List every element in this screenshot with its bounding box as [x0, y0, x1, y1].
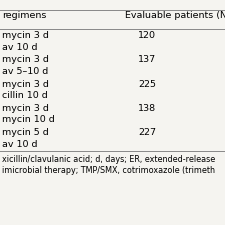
Text: mycin 5 d
av 10 d: mycin 5 d av 10 d: [2, 128, 49, 149]
Text: regimens: regimens: [2, 11, 47, 20]
Text: mycin 3 d
av 5–10 d: mycin 3 d av 5–10 d: [2, 55, 49, 76]
Text: 225: 225: [138, 80, 156, 89]
Text: 137: 137: [138, 55, 157, 64]
Text: mycin 3 d
av 10 d: mycin 3 d av 10 d: [2, 31, 49, 52]
Text: xicillin/clavulanic acid; d, days; ER, extended-release
imicrobial therapy; TMP/: xicillin/clavulanic acid; d, days; ER, e…: [2, 155, 216, 175]
Text: 138: 138: [138, 104, 157, 113]
Text: mycin 3 d
cillin 10 d: mycin 3 d cillin 10 d: [2, 80, 49, 100]
Text: 120: 120: [138, 31, 156, 40]
Text: mycin 3 d
mycin 10 d: mycin 3 d mycin 10 d: [2, 104, 55, 124]
Text: 227: 227: [138, 128, 156, 137]
Text: Evaluable patients (No): Evaluable patients (No): [125, 11, 225, 20]
